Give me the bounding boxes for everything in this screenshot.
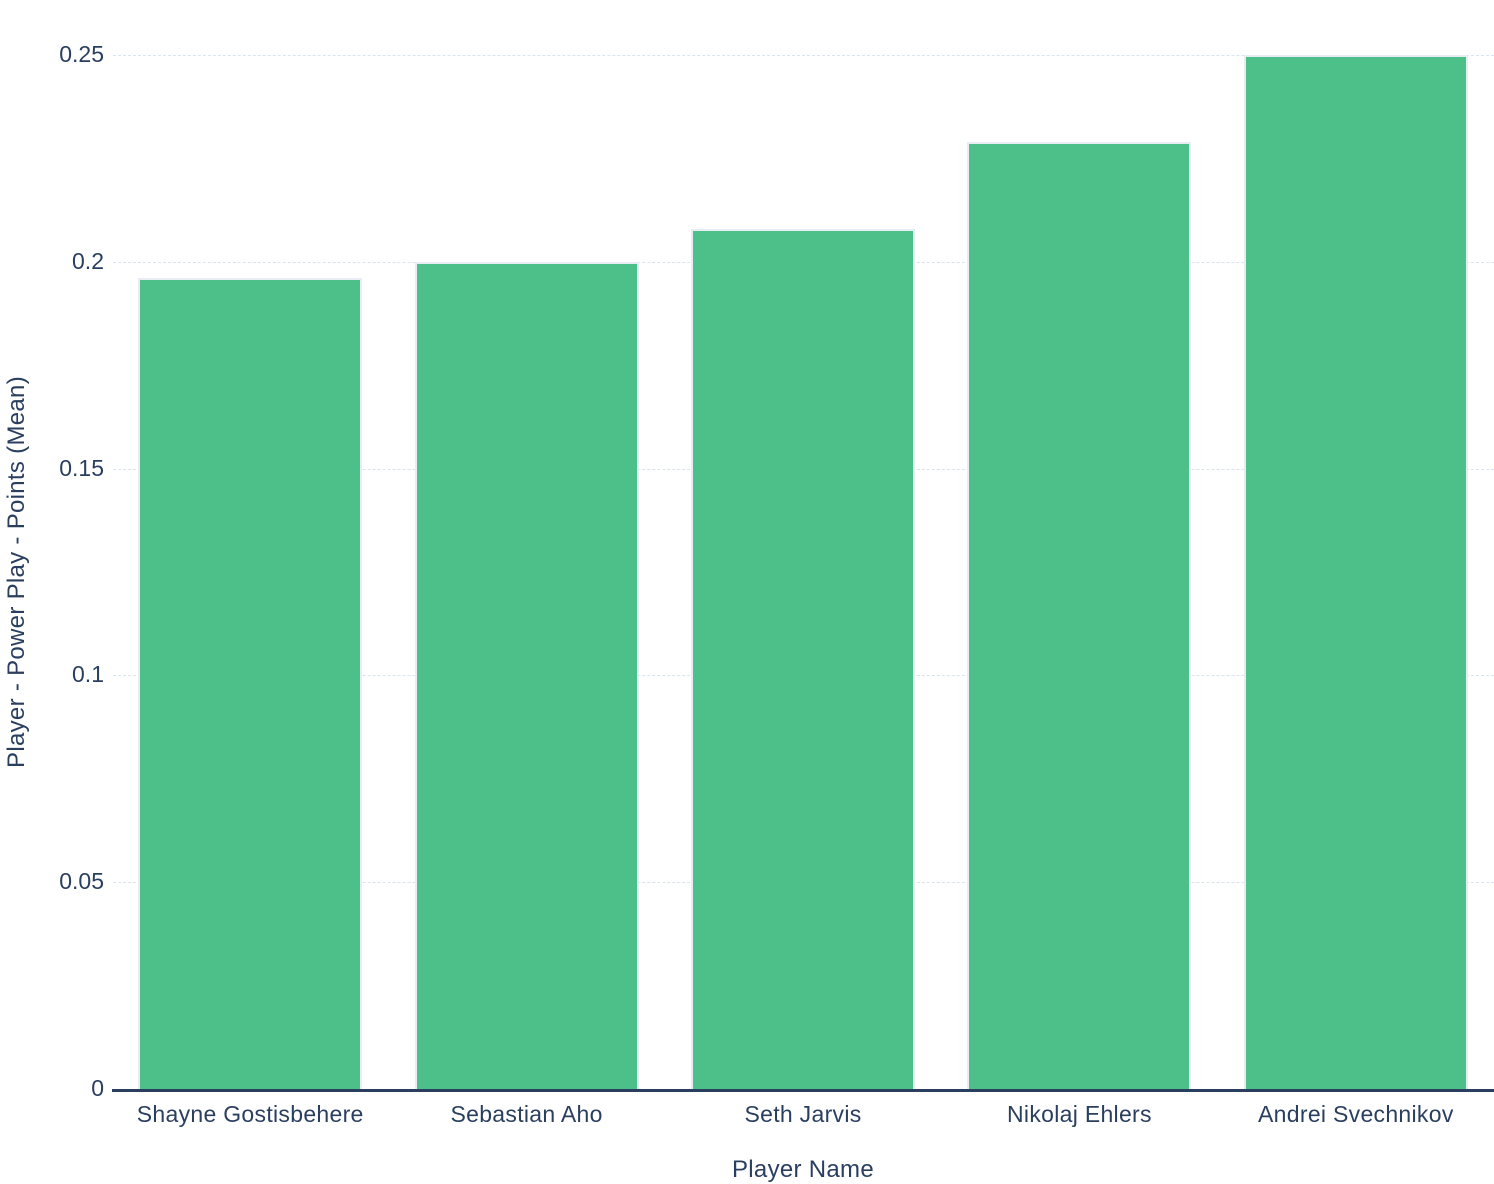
bar-slot [941, 55, 1217, 1089]
y-tick-label: 0.25 [59, 40, 104, 67]
x-tick-label: Andrei Svechnikov [1258, 1101, 1454, 1127]
bar-seth-jarvis[interactable] [690, 228, 915, 1089]
bar-andrei-svechnikov[interactable] [1243, 55, 1468, 1089]
x-tick-label: Sebastian Aho [450, 1101, 603, 1127]
y-tick-label: 0.2 [72, 247, 104, 274]
bar-slot [388, 55, 664, 1089]
bar-slot [1218, 55, 1494, 1089]
bar-slot [112, 55, 388, 1089]
bar-shayne-gostisbehere[interactable] [138, 278, 363, 1089]
plot-area [112, 55, 1494, 1092]
y-tick-label: 0.1 [72, 661, 104, 688]
x-axis-title: Player Name [731, 1156, 874, 1183]
y-tick-label: 0.05 [59, 868, 104, 895]
bar-slot [665, 55, 941, 1089]
bar-sebastian-aho[interactable] [414, 261, 639, 1089]
x-axis-line [112, 1089, 1494, 1092]
bar-nikolaj-ehlers[interactable] [967, 141, 1192, 1089]
gridline-y-0.25 [113, 55, 1494, 56]
x-tick-label: Nikolaj Ehlers [1007, 1101, 1152, 1127]
x-tick-label: Shayne Gostisbehere [136, 1101, 364, 1127]
x-tick-label: Seth Jarvis [744, 1101, 862, 1127]
y-axis-ticks: 0 0.05 0.1 0.15 0.2 0.25 [0, 41, 104, 1101]
y-tick-label: 0.15 [59, 454, 104, 481]
y-tick-label: 0 [91, 1074, 104, 1101]
x-axis-ticks: Shayne Gostisbehere Sebastian Aho Seth Jar… [112, 1101, 1494, 1128]
